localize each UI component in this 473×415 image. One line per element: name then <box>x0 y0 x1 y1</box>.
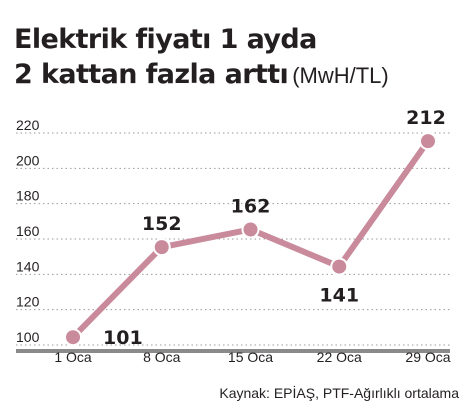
x-tick-label: 15 Oca <box>228 349 273 365</box>
title-line-2-text: 2 kattan fazla arttı <box>14 59 289 90</box>
y-tick-label: 160 <box>16 223 40 239</box>
x-tick-label: 1 Oca <box>54 349 92 365</box>
x-axis-line <box>16 349 450 353</box>
source-note: Kaynak: EPİAŞ, PTF-Ağırlıklı ortalama <box>219 385 459 401</box>
chart-title: Elektrik fiyatı 1 ayda 2 kattan fazla ar… <box>14 22 464 93</box>
data-point <box>241 220 260 239</box>
series-line-group <box>64 132 437 347</box>
y-tick-label: 120 <box>16 294 40 310</box>
data-label: 141 <box>319 285 359 307</box>
title-line-1: Elektrik fiyatı 1 ayda <box>14 24 317 55</box>
data-label: 152 <box>142 213 182 235</box>
x-axis <box>16 349 450 353</box>
grid-lines <box>16 132 450 346</box>
x-tick-label: 8 Oca <box>143 349 181 365</box>
data-point <box>64 328 82 347</box>
data-label: 101 <box>103 327 143 349</box>
y-tick-label: 140 <box>16 258 40 274</box>
data-point <box>152 238 171 257</box>
data-label: 212 <box>406 107 446 129</box>
data-label: 162 <box>231 195 271 217</box>
data-labels: 101 152 162 141 212 <box>103 107 446 349</box>
y-tick-label: 100 <box>16 329 40 345</box>
y-tick-label: 180 <box>16 188 40 204</box>
title-line-2: 2 kattan fazla arttı (MwH/TL) <box>14 57 464 93</box>
x-tick-label: 22 Oca <box>317 349 362 365</box>
data-point <box>419 132 437 151</box>
y-axis-ticks: 100 120 140 160 180 200 220 <box>16 117 40 345</box>
x-tick-label: 29 Oca <box>405 349 450 365</box>
title-unit: (MwH/TL) <box>292 63 389 88</box>
x-axis-ticks: 1 Oca 8 Oca 15 Oca 22 Oca 29 Oca <box>54 349 450 365</box>
y-tick-label: 200 <box>16 152 40 168</box>
data-point <box>330 257 349 276</box>
y-tick-label: 220 <box>16 117 40 133</box>
